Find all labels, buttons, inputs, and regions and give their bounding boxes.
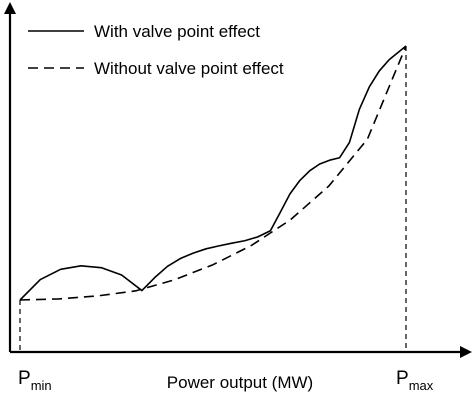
x-axis-arrow: [460, 346, 472, 358]
series-line-with-valve-point: [19, 45, 407, 301]
legend: With valve point effect Without valve po…: [28, 22, 284, 78]
x-tick-label-pmin-sub: min: [31, 378, 52, 393]
x-tick-label-pmax: Pmax: [396, 368, 434, 393]
x-tick-label-pmax-main: P: [396, 368, 409, 389]
series-line-without-valve-point: [19, 45, 407, 301]
legend-label-dashed: Without valve point effect: [94, 59, 284, 78]
y-axis-arrow: [4, 2, 16, 14]
x-tick-label-pmin: Pmin: [18, 368, 52, 393]
series-group: [19, 45, 407, 301]
x-axis-label: Power output (MW): [167, 373, 313, 392]
legend-label-solid: With valve point effect: [94, 22, 260, 41]
x-tick-label-pmax-sub: max: [409, 378, 434, 393]
x-tick-label-pmin-main: P: [18, 368, 31, 389]
